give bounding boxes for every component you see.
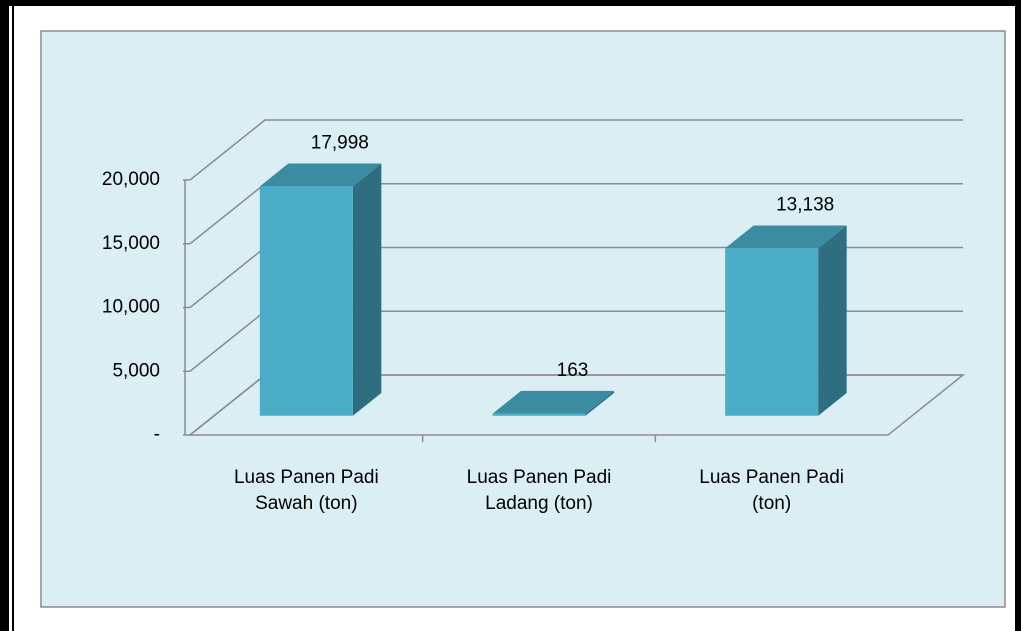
grid-line [189, 119, 963, 181]
bar-side [818, 225, 847, 416]
x-tick-label: Luas Panen Padi Sawah (ton) [233, 467, 379, 514]
y-tick-label: - [154, 424, 160, 445]
value-label: 13,138 [776, 195, 834, 216]
bar-top [492, 390, 614, 414]
y-tick-label: 15,000 [102, 233, 160, 254]
y-tick-label: 5,000 [112, 360, 160, 381]
bar-side [352, 163, 382, 416]
x-tick-label: Luas Panen Padi (ton) [699, 467, 845, 514]
bar [492, 413, 586, 416]
bar-side [585, 390, 614, 416]
value-label: 17,998 [311, 133, 369, 154]
bar [725, 248, 819, 416]
y-tick-label: 10,000 [102, 297, 160, 318]
y-tick-label: 20,000 [102, 169, 160, 190]
bar [259, 186, 353, 416]
bar-top [725, 225, 847, 249]
bar-top [259, 163, 382, 187]
x-tick-label: Luas Panen Padi Ladang (ton) [466, 467, 612, 514]
value-label: 163 [557, 360, 589, 381]
